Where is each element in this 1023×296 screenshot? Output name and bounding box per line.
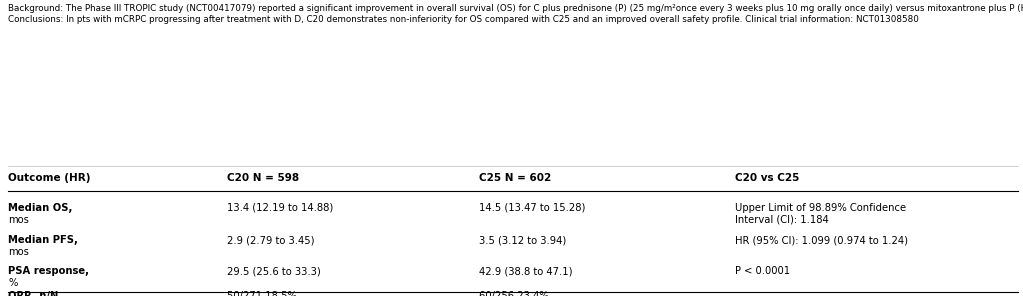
Text: C20 N = 598: C20 N = 598 [227,173,300,183]
Text: Background: The Phase III TROPIC study (NCT00417079) reported a significant impr: Background: The Phase III TROPIC study (… [8,4,1023,24]
Text: 29.5 (25.6 to 33.3): 29.5 (25.6 to 33.3) [227,266,321,276]
Text: C20 vs C25: C20 vs C25 [735,173,799,183]
Text: %: % [8,278,17,288]
Text: mos: mos [8,215,29,225]
Text: Interval (CI): 1.184: Interval (CI): 1.184 [735,215,829,225]
Text: Upper Limit of 98.89% Confidence: Upper Limit of 98.89% Confidence [735,203,905,213]
Text: Outcome (HR): Outcome (HR) [8,173,91,183]
Text: Median PFS,: Median PFS, [8,235,78,245]
Text: P < 0.0001: P < 0.0001 [735,266,790,276]
Text: ORR, n/N: ORR, n/N [8,291,58,296]
Text: 60/256 23.4%: 60/256 23.4% [479,291,548,296]
Text: Median OS,: Median OS, [8,203,73,213]
Text: C25 N = 602: C25 N = 602 [479,173,551,183]
Text: 13.4 (12.19 to 14.88): 13.4 (12.19 to 14.88) [227,203,333,213]
Text: 50/271 18.5%: 50/271 18.5% [227,291,297,296]
Text: 2.9 (2.79 to 3.45): 2.9 (2.79 to 3.45) [227,235,315,245]
Text: 42.9 (38.8 to 47.1): 42.9 (38.8 to 47.1) [479,266,572,276]
Text: 14.5 (13.47 to 15.28): 14.5 (13.47 to 15.28) [479,203,585,213]
Text: 3.5 (3.12 to 3.94): 3.5 (3.12 to 3.94) [479,235,566,245]
Text: HR (95% CI): 1.099 (0.974 to 1.24): HR (95% CI): 1.099 (0.974 to 1.24) [735,235,907,245]
Text: PSA response,: PSA response, [8,266,89,276]
Text: mos: mos [8,247,29,257]
